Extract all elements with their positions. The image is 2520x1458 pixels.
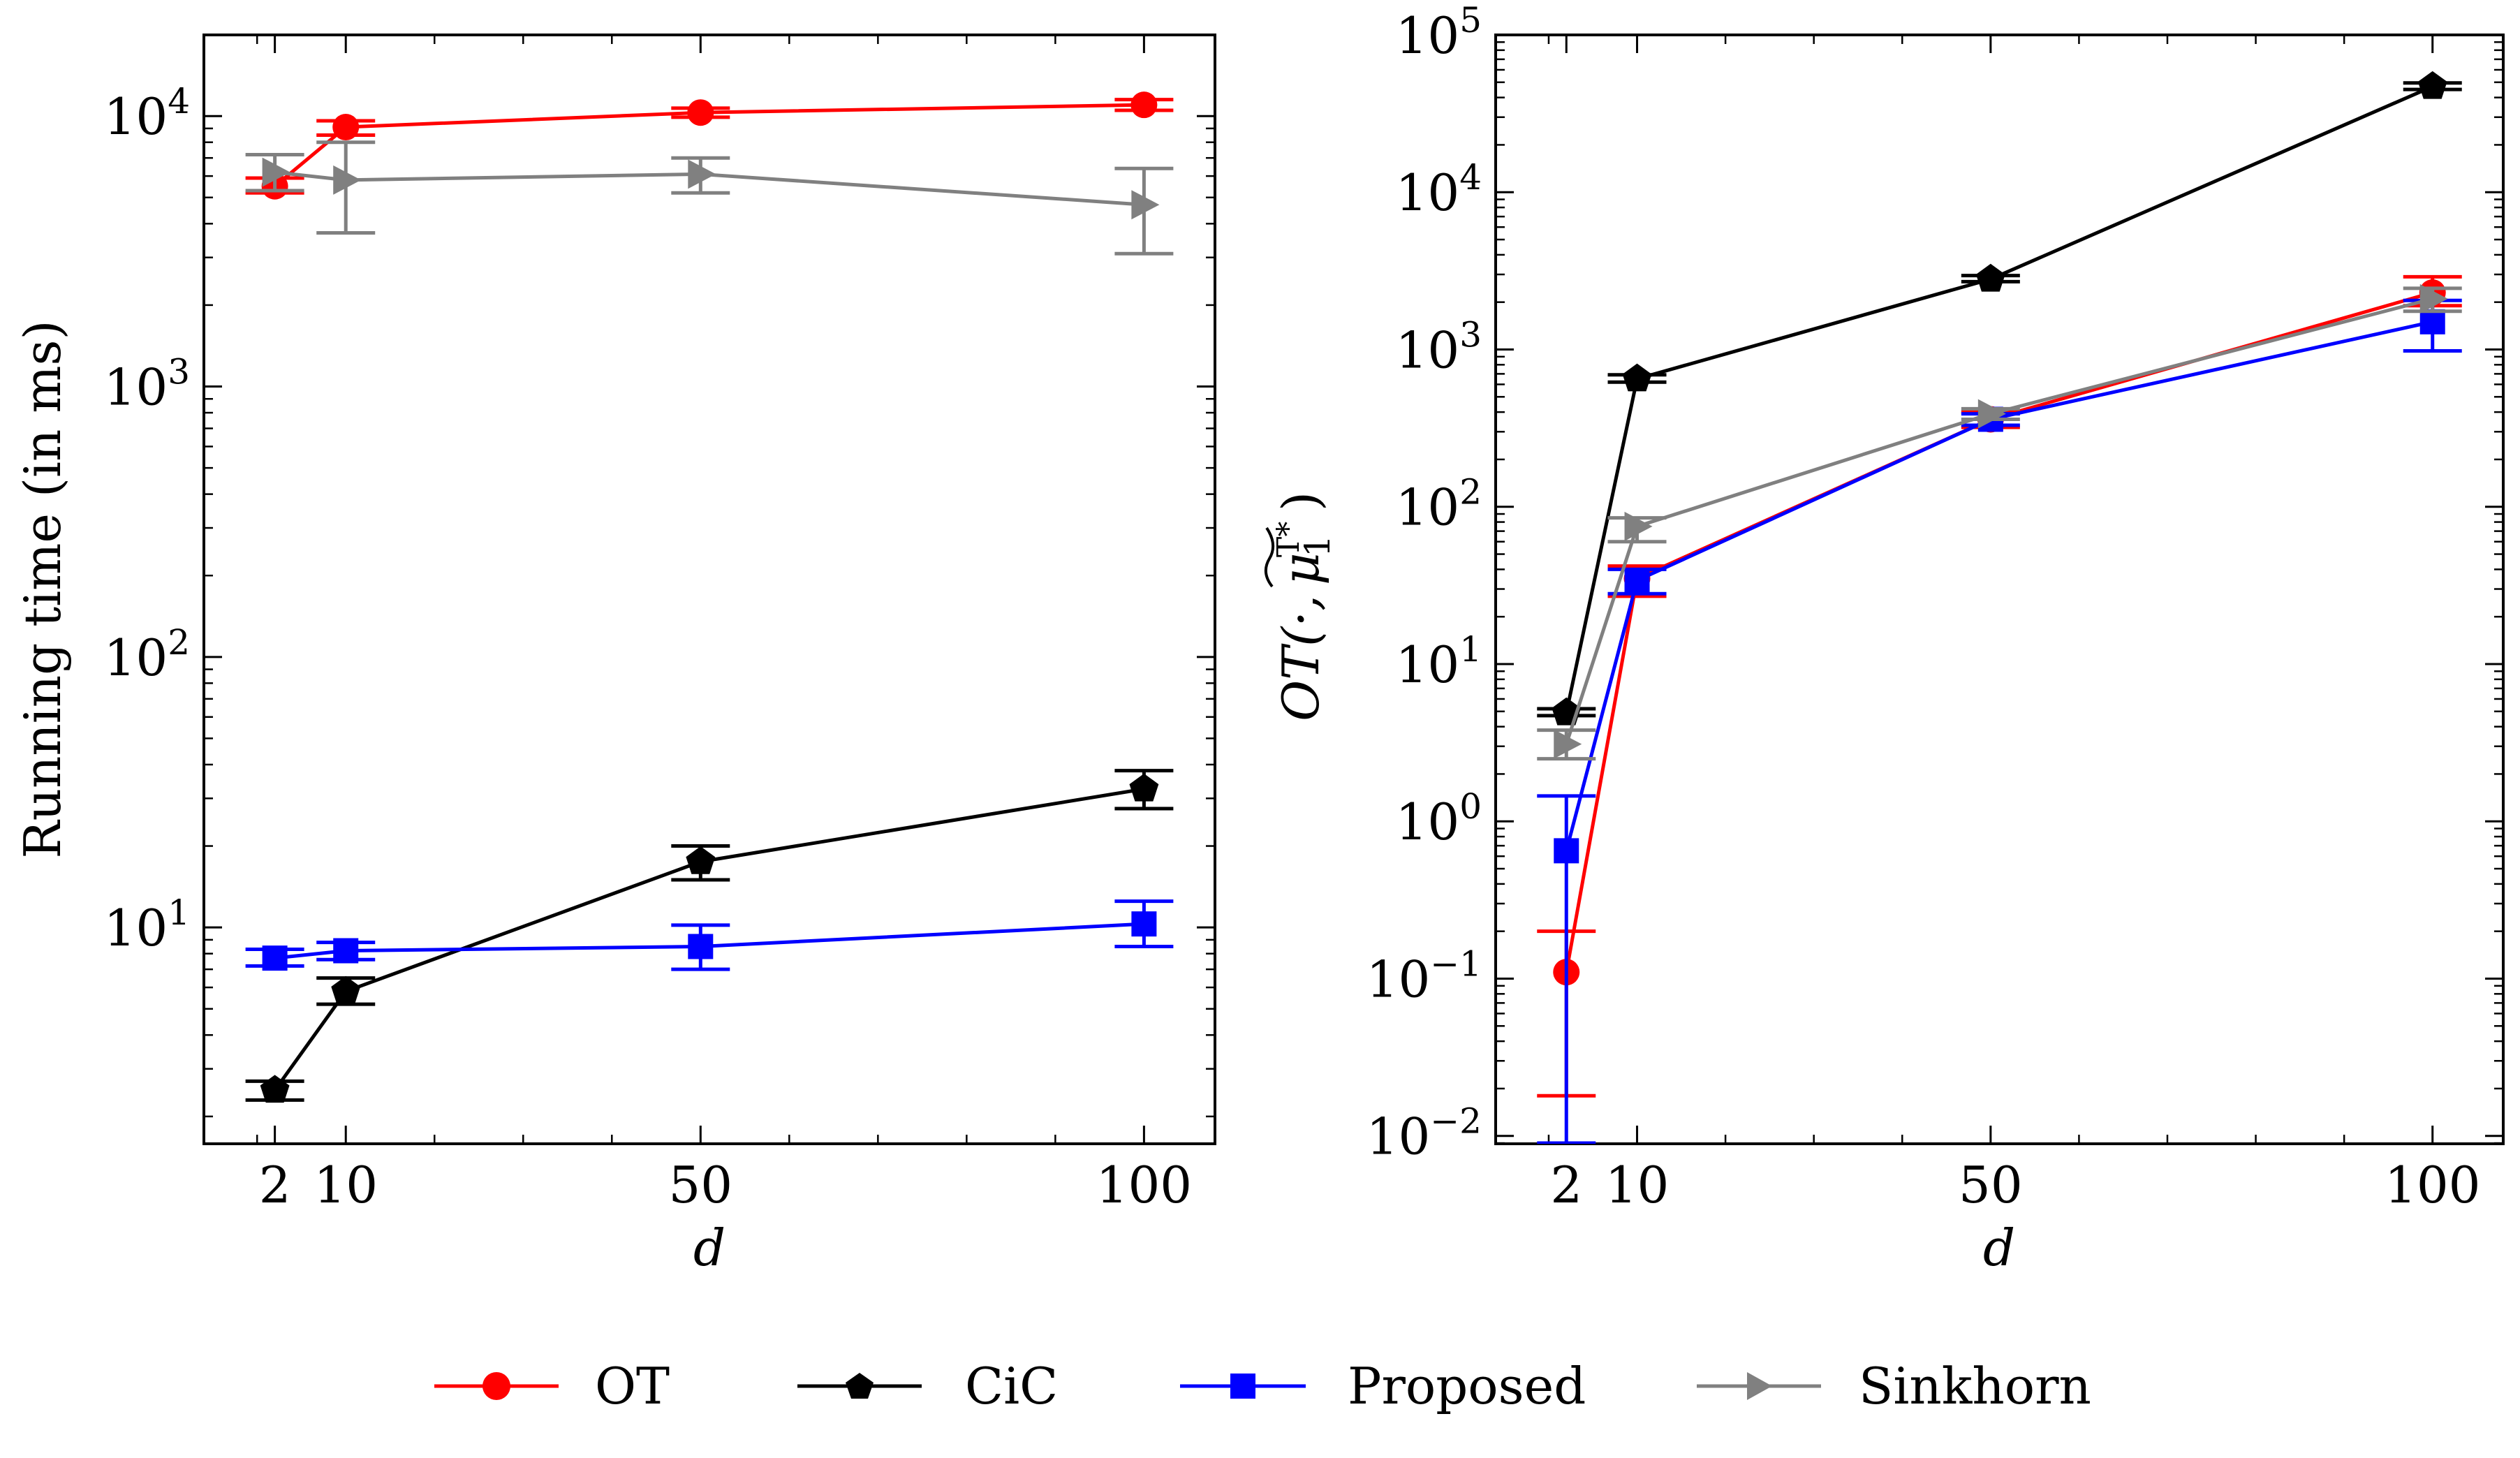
left-y-axis-label: Running time (in ms)	[13, 320, 72, 858]
x-tick-label: 50	[668, 1156, 732, 1214]
left-y-tick-labels: 101 102 103 104	[104, 81, 190, 957]
series-line-proposed	[1564, 320, 2433, 852]
legend-label-proposed: Proposed	[1348, 1357, 1586, 1415]
right-ylabel-sub: 1	[1297, 535, 1338, 557]
y-tick-label: 10−1	[1366, 943, 1482, 1008]
series-line-cic	[1564, 84, 2433, 714]
series-sinkhorn	[245, 140, 1174, 256]
left-plot-area	[245, 91, 1174, 1103]
point-sinkhorn	[1624, 511, 1653, 541]
point-proposed	[1624, 568, 1650, 594]
series-line-sinkhorn	[1564, 297, 2433, 745]
left-x-axis-label: d	[693, 1218, 725, 1277]
legend-item-cic: CiC	[797, 1357, 1058, 1415]
legend-item-ot: OT	[434, 1357, 670, 1415]
left-chart-running-time: 101 102 103 104 2 10 50 100 Running time (in m…	[13, 34, 1216, 1277]
y-tick-label: 101	[1396, 629, 1482, 694]
series-ot	[1537, 274, 2462, 1098]
y-tick-label: 104	[104, 81, 190, 146]
point-cic	[260, 1075, 290, 1103]
right-ylabel-main: OT(·,	[1272, 595, 1330, 721]
point-proposed	[262, 945, 288, 971]
right-y-tick-labels: 10−2 10−1 100 101 102 103 104 105	[1366, 0, 1482, 1166]
point-proposed	[2419, 309, 2445, 334]
point-ot	[1130, 91, 1158, 119]
y-tick-label: 105	[1396, 0, 1482, 65]
x-tick-label: 100	[2385, 1156, 2480, 1214]
y-tick-label: 10−2	[1366, 1101, 1482, 1166]
x-tick-label: 10	[1605, 1156, 1670, 1214]
y-tick-label: 100	[1396, 786, 1482, 851]
point-cic	[1622, 363, 1652, 392]
series-line-proposed	[274, 922, 1144, 960]
legend: OT CiC Proposed Sinkhorn	[434, 1357, 2091, 1415]
series-cic	[245, 769, 1174, 1103]
legend-marker-proposed	[1230, 1374, 1255, 1399]
y-tick-label: 104	[1396, 157, 1482, 222]
legend-label-sinkhorn: Sinkhorn	[1859, 1357, 2091, 1415]
series-line-sinkhorn	[274, 170, 1144, 207]
right-y-axis-label: OT(·, μ 1 T* )	[1264, 492, 1338, 721]
series-ot	[245, 91, 1174, 200]
series-line-ot	[1564, 290, 2433, 973]
point-proposed	[333, 938, 359, 964]
point-proposed	[1131, 911, 1157, 937]
series-sinkhorn	[1537, 284, 2462, 761]
y-tick-label: 101	[104, 892, 190, 957]
point-ot	[687, 99, 714, 126]
right-plot-area	[1537, 71, 2462, 1144]
legend-label-cic: CiC	[965, 1357, 1058, 1415]
x-tick-label: 10	[314, 1156, 378, 1214]
legend-marker-ot	[482, 1372, 510, 1400]
series-proposed	[245, 899, 1174, 971]
right-series	[1537, 71, 2462, 1144]
point-sinkhorn	[2419, 284, 2448, 314]
right-ylabel-tilde	[1264, 526, 1275, 588]
series-line-cic	[273, 787, 1144, 1091]
right-ylabel-mu: μ	[1272, 552, 1330, 585]
point-cic	[2417, 71, 2447, 99]
point-sinkhorn	[1554, 729, 1582, 759]
series-cic	[1537, 71, 2462, 726]
legend-label-ot: OT	[595, 1357, 670, 1415]
point-proposed	[688, 934, 714, 959]
right-ylabel-close: )	[1272, 492, 1330, 511]
legend-item-sinkhorn: Sinkhorn	[1697, 1357, 2091, 1415]
point-cic	[331, 975, 361, 1004]
x-tick-label: 100	[1096, 1156, 1192, 1214]
point-ot	[332, 114, 360, 141]
series-line-ot	[274, 103, 1144, 188]
point-cic	[686, 846, 716, 874]
left-series	[245, 91, 1174, 1103]
y-tick-label: 103	[104, 352, 190, 417]
x-tick-label: 50	[1959, 1156, 2023, 1214]
point-sinkhorn	[333, 165, 362, 195]
point-sinkhorn	[688, 159, 716, 189]
y-tick-label: 103	[1396, 314, 1482, 379]
point-cic	[1975, 263, 2005, 292]
point-sinkhorn	[262, 157, 290, 187]
point-sinkhorn	[1977, 399, 2006, 429]
x-tick-label: 2	[1550, 1156, 1582, 1214]
legend-marker-cic	[846, 1373, 874, 1399]
legend-marker-sinkhorn	[1747, 1372, 1772, 1400]
left-x-tick-labels: 2 10 50 100	[259, 1156, 1192, 1214]
y-tick-label: 102	[104, 622, 190, 687]
right-ticks	[1496, 34, 2503, 1144]
right-x-tick-labels: 2 10 50 100	[1550, 1156, 2480, 1214]
right-ylabel-sup: T*	[1271, 522, 1306, 557]
point-proposed	[1554, 838, 1579, 864]
left-plot-frame	[202, 34, 1216, 1145]
point-cic	[1129, 773, 1159, 802]
series-proposed	[1537, 298, 2462, 1144]
legend-item-proposed: Proposed	[1180, 1357, 1586, 1415]
x-tick-label: 2	[259, 1156, 291, 1214]
point-sinkhorn	[1131, 190, 1160, 220]
y-tick-label: 102	[1396, 472, 1482, 537]
right-x-axis-label: d	[1983, 1218, 2015, 1277]
left-ticks	[204, 35, 1215, 1144]
right-chart-ot-distance: 10−2 10−1 100 101 102 103 104 105 2 10 50 100 OT(·…	[1264, 0, 2505, 1277]
